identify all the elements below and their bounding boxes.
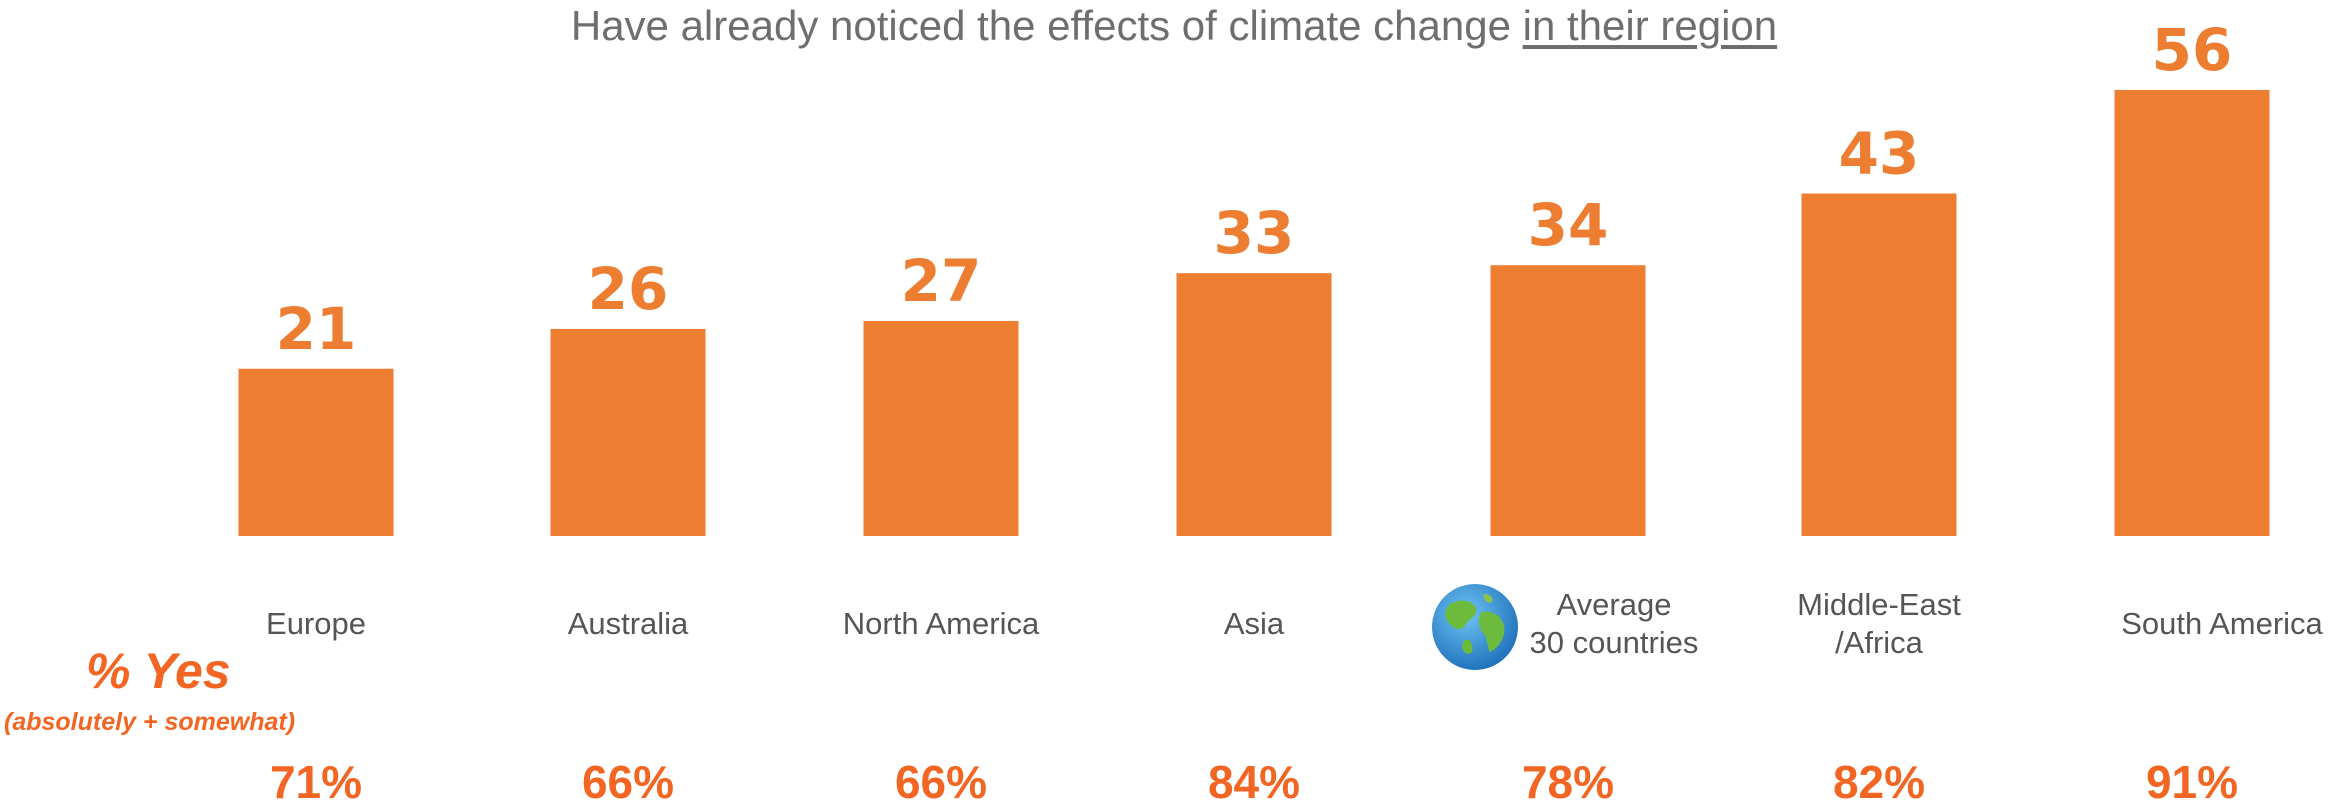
category-label-0: Europe [186, 605, 446, 643]
bar-2 [863, 320, 1019, 536]
bar-1 [550, 328, 706, 536]
category-label-line: 30 countries [1529, 625, 1699, 660]
percent-yes-value-6: 91% [2145, 756, 2239, 808]
category-label-1: Australia [498, 605, 758, 643]
percent-yes-value-4: 78% [1521, 756, 1615, 808]
category-label-5: Middle-East/Africa [1749, 586, 2009, 662]
category-label-3: Asia [1124, 605, 1384, 643]
chart-title: Have already noticed the effects of clim… [0, 2, 2348, 50]
category-label-line: /Africa [1835, 625, 1923, 660]
percent-yes-label: % Yes [86, 643, 231, 699]
bar-4 [1490, 265, 1646, 536]
title-underlined: in their region [1522, 2, 1778, 49]
category-label-6: South America [2092, 605, 2348, 643]
percent-yes-value-3: 84% [1207, 756, 1301, 808]
bar-value-label-4: 34 [1528, 191, 1609, 259]
globe-icon [1432, 584, 1518, 670]
category-label-line: Asia [1223, 606, 1285, 641]
category-label-2: North America [811, 605, 1071, 643]
category-label-line: Average [1556, 587, 1672, 622]
bar-value-label-0: 21 [276, 295, 357, 363]
percent-yes-value-5: 82% [1832, 756, 1926, 808]
bar-5 [1801, 193, 1957, 537]
percent-yes-value-1: 66% [581, 756, 675, 808]
category-label-line: Europe [266, 606, 366, 641]
percent-yes-value-0: 71% [269, 756, 363, 808]
bar-value-label-3: 33 [1214, 199, 1295, 267]
bar-value-label-2: 27 [901, 247, 982, 315]
percent-yes-sublabel: (absolutely + somewhat) [4, 708, 296, 736]
bar-6 [2114, 90, 2270, 536]
bar-value-label-1: 26 [588, 255, 669, 323]
category-label-4: Average 30 countries [1484, 586, 1744, 662]
category-label-line: North America [842, 606, 1040, 641]
title-prefix: Have already noticed the effects of clim… [570, 2, 1523, 49]
category-label-line: Middle-East [1797, 587, 1961, 622]
bar-3 [1176, 273, 1332, 536]
bar-value-label-6: 56 [2152, 16, 2233, 84]
category-label-line: South America [2121, 606, 2323, 641]
percent-yes-value-2: 66% [894, 756, 988, 808]
bar-0 [238, 368, 394, 536]
category-label-line: Australia [567, 606, 689, 641]
bar-value-label-5: 43 [1839, 120, 1920, 188]
